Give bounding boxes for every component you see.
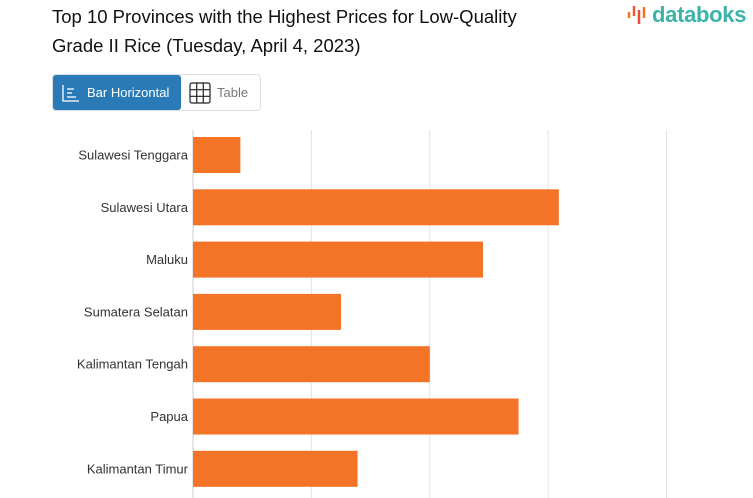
tab-label: Table	[217, 85, 249, 100]
databoks-logo[interactable]: databoks	[626, 2, 746, 28]
category-label: Sumatera Selatan	[84, 304, 188, 319]
tab-table[interactable]: Table	[181, 75, 256, 110]
category-label: Papua	[150, 409, 188, 424]
view-tabs: Bar Horizontal Table	[52, 74, 261, 111]
bar[interactable]	[193, 189, 559, 226]
category-label: Kalimantan Tengah	[77, 357, 188, 372]
bar-horizontal-icon	[62, 84, 79, 102]
tab-bar-horizontal[interactable]: Bar Horizontal	[53, 75, 181, 110]
tab-label: Bar Horizontal	[87, 85, 170, 100]
bar[interactable]	[193, 293, 341, 330]
category-label: Kalimantan Timur	[87, 461, 189, 476]
logo-text: databoks	[652, 2, 747, 27]
bar[interactable]	[193, 137, 241, 173]
chart-title: Top 10 Provinces with the Highest Prices…	[52, 6, 517, 56]
logo-bars-icon	[627, 6, 646, 24]
category-label: Sulawesi Utara	[101, 200, 189, 215]
bar[interactable]	[193, 398, 519, 435]
bar[interactable]	[193, 241, 484, 278]
bar[interactable]	[193, 450, 358, 487]
category-label: Sulawesi Tenggara	[78, 148, 188, 163]
category-label: Maluku	[146, 252, 188, 267]
table-icon	[189, 81, 211, 104]
bar[interactable]	[193, 346, 430, 383]
